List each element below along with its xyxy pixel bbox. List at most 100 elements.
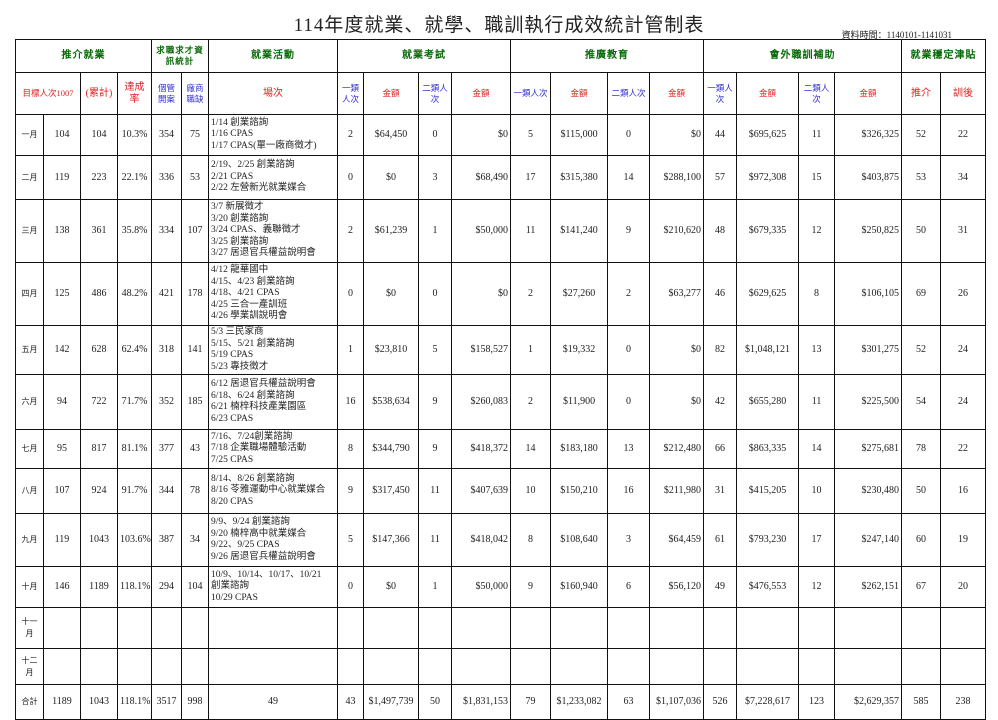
- activity-item: 3/24 CPAS、義聯徵才: [211, 225, 301, 236]
- value-cell: 43: [180, 429, 210, 469]
- total-value-cell: 1043: [80, 684, 118, 720]
- number-cell: 9: [418, 374, 453, 430]
- number-cell: 14: [510, 429, 552, 469]
- total-number-cell: 79: [510, 684, 552, 720]
- number-cell: [901, 648, 942, 685]
- target-header: 目標人次1007: [15, 72, 81, 115]
- exam-class1-header: 一類人次: [337, 72, 365, 115]
- activity-cell: 3/7 新展徵才 3/20 創業諮詢 3/24 CPAS、義聯徵才 3/25 創業諮詢…: [208, 199, 339, 263]
- value-cell: 722: [80, 374, 118, 430]
- number-cell: $147,366: [363, 513, 420, 567]
- number-cell: $19,332: [550, 325, 609, 375]
- number-cell: 60: [901, 513, 942, 567]
- number-cell: 34: [940, 155, 987, 200]
- number-cell: [703, 648, 738, 685]
- statistics-table: 推介就業 求職求才資訊統計 就業活動 就業考試 推廣教育 會外職訓補助 就業穩定…: [15, 39, 987, 720]
- number-cell: $11,900: [550, 374, 609, 430]
- number-cell: 2: [337, 114, 365, 156]
- activity-item: 7/18 企業職場體驗活動: [211, 443, 307, 454]
- number-cell: $793,230: [736, 513, 800, 567]
- number-cell: 54: [901, 374, 942, 430]
- activity-item: 3/20 創業諮詢: [211, 213, 269, 224]
- number-cell: $476,553: [736, 566, 800, 608]
- number-cell: [418, 607, 453, 649]
- activity-item: 3/7 新展徵才: [211, 202, 264, 213]
- value-cell: 35.8%: [117, 199, 152, 263]
- activity-item: 8/16 苓雅運動中心就業媒合: [211, 485, 326, 496]
- number-cell: $679,335: [736, 199, 800, 263]
- total-number-cell: $1,497,739: [363, 684, 420, 720]
- exam-amount1-header: 金額: [363, 72, 420, 115]
- activity-item: 2/21 CPAS: [211, 171, 254, 182]
- number-cell: [649, 607, 705, 649]
- activity-item: 4/25 三合一產訓班: [211, 299, 288, 310]
- activity-item: 8/14、8/26 創業諮詢: [211, 473, 295, 484]
- number-cell: [418, 648, 453, 685]
- group-job-info: 求職求才資訊統計: [150, 39, 210, 73]
- number-cell: 1: [510, 325, 552, 375]
- value-cell: 377: [151, 429, 182, 469]
- value-cell: 421: [151, 262, 182, 326]
- activity-item: 創業諮詢: [211, 581, 250, 592]
- value-cell: 352: [151, 374, 182, 430]
- number-cell: 49: [703, 566, 738, 608]
- activity-item: 2/22 左營新光就業媒合: [211, 183, 307, 194]
- number-cell: $160,940: [550, 566, 609, 608]
- number-cell: [337, 607, 365, 649]
- value-cell: [80, 648, 118, 685]
- number-cell: 0: [337, 566, 365, 608]
- number-cell: 16: [940, 468, 987, 514]
- number-cell: 61: [703, 513, 738, 567]
- value-cell: 48.2%: [117, 262, 152, 326]
- number-cell: $0: [649, 114, 705, 156]
- total-number-cell: $1,233,082: [550, 684, 609, 720]
- activity-item: 6/21 楠梓科技產業園區: [211, 402, 307, 412]
- number-cell: 8: [798, 262, 836, 326]
- number-cell: $64,450: [363, 114, 420, 156]
- number-cell: 24: [940, 325, 987, 375]
- activity-item: 4/26 學業訓說明會: [211, 311, 288, 322]
- total-number-cell: 123: [798, 684, 836, 720]
- activity-item: 2/19、2/25 創業諮詢: [211, 160, 295, 171]
- activity-cell: 9/9、9/24 創業諮詢 9/20 楠梓高中就業媒合 9/22、9/25 CPAS…: [208, 513, 339, 567]
- value-cell: 62.4%: [117, 325, 152, 375]
- number-cell: 1: [418, 199, 453, 263]
- number-cell: $212,480: [649, 429, 705, 469]
- value-cell: 95: [43, 429, 81, 469]
- value-cell: 103.6%: [117, 513, 152, 567]
- value-cell: 817: [80, 429, 118, 469]
- number-cell: $108,640: [550, 513, 609, 567]
- group-referral: 推介就業: [15, 39, 152, 73]
- activity-item: 6/18、6/24 創業諮詢: [211, 390, 295, 401]
- activity-item: 6/12 居退官兵權益說明會: [211, 379, 316, 389]
- train-amount1-header: 金額: [736, 72, 800, 115]
- total-value-cell: 1189: [43, 684, 81, 720]
- value-cell: [80, 607, 118, 649]
- total-row: 合計 1189 1043 118.1% 3517 998 49 43 $1,497,739 50 $…: [15, 684, 987, 720]
- activity-item: 7/25 CPAS: [211, 454, 254, 465]
- number-cell: 53: [901, 155, 942, 200]
- edu-class1-header: 一類人次: [510, 72, 552, 115]
- number-cell: [834, 648, 903, 685]
- number-cell: 31: [940, 199, 987, 263]
- number-cell: 12: [798, 566, 836, 608]
- number-cell: $106,105: [834, 262, 903, 326]
- month-cell: 四月: [15, 262, 44, 326]
- value-cell: 104: [43, 114, 81, 156]
- number-cell: [451, 607, 512, 649]
- rate-header: 達成率: [117, 72, 152, 115]
- table-row: 十二月: [15, 648, 987, 685]
- number-cell: [607, 607, 651, 649]
- number-cell: 78: [901, 429, 942, 469]
- sessions-header: 場次: [208, 72, 339, 115]
- value-cell: 34: [180, 513, 210, 567]
- value-cell: 628: [80, 325, 118, 375]
- total-number-cell: $7,228,617: [736, 684, 800, 720]
- value-cell: 185: [180, 374, 210, 430]
- number-cell: [736, 648, 800, 685]
- number-cell: 2: [510, 374, 552, 430]
- value-cell: 1189: [80, 566, 118, 608]
- activity-item: 4/18、4/21 CPAS: [211, 288, 280, 299]
- number-cell: $23,810: [363, 325, 420, 375]
- value-cell: 119: [43, 155, 81, 200]
